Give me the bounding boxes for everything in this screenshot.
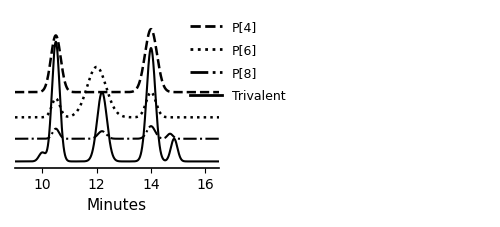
Legend: P[4], P[6], P[8], Trivalent: P[4], P[6], P[8], Trivalent (186, 16, 290, 108)
X-axis label: Minutes: Minutes (87, 197, 147, 212)
